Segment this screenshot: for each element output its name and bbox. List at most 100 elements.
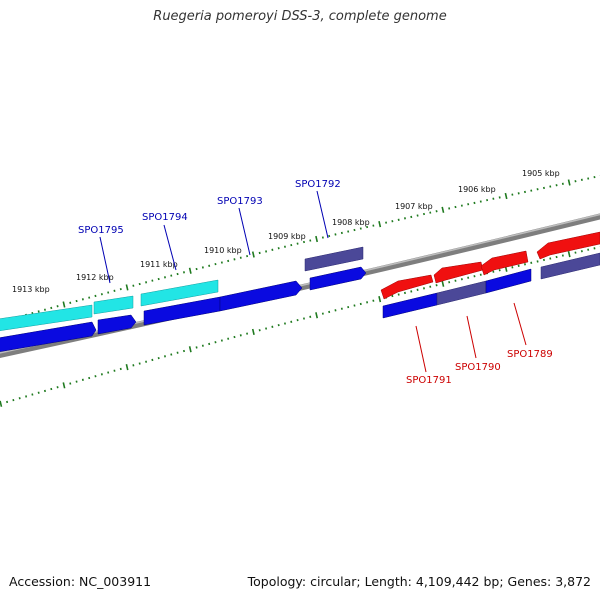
ruler-minor-tick	[50, 387, 53, 391]
ruler-minor-tick	[587, 248, 590, 251]
gene-feature-blue[interactable]	[382, 292, 438, 319]
ruler-major-tick	[62, 301, 66, 308]
ruler-minor-tick	[523, 263, 526, 266]
ruler-minor-tick	[574, 251, 577, 254]
ruler-minor-tick	[340, 231, 343, 235]
gene-feature-cyan[interactable]	[93, 295, 134, 315]
ruler-minor-tick	[549, 257, 552, 260]
gene-feature-blue[interactable]	[97, 314, 137, 335]
ruler-label-1913: 1913 kbp	[12, 285, 50, 294]
ruler-label-1911: 1911 kbp	[140, 260, 178, 269]
ruler-major-tick	[378, 221, 382, 228]
ruler-minor-tick	[195, 267, 198, 271]
ruler-minor-tick	[391, 220, 394, 223]
ruler-minor-tick	[454, 279, 457, 282]
ruler-minor-tick	[271, 325, 274, 328]
ruler-minor-tick	[574, 180, 577, 183]
ruler-minor-tick	[37, 310, 40, 313]
ruler-minor-tick	[587, 177, 590, 180]
ruler-minor-tick	[182, 271, 185, 274]
ruler-major-tick	[125, 284, 129, 291]
ruler-minor-tick	[271, 248, 274, 251]
ruler-major-tick	[125, 364, 129, 371]
ruler-minor-tick	[334, 309, 337, 312]
gene-feature-cyan[interactable]	[140, 279, 219, 307]
ruler-minor-tick	[397, 218, 400, 221]
ruler-minor-tick	[561, 182, 564, 185]
gene-feature-red[interactable]	[480, 250, 529, 276]
gene-feature-red[interactable]	[433, 261, 484, 284]
ruler-minor-tick	[18, 397, 21, 400]
ruler-minor-tick	[25, 395, 28, 398]
ruler-minor-tick	[227, 259, 230, 263]
ruler-minor-tick	[517, 264, 520, 267]
ruler-major-tick	[315, 312, 319, 319]
ruler-minor-tick	[69, 301, 72, 304]
ruler-minor-tick	[511, 193, 514, 196]
ruler-minor-tick	[410, 290, 413, 293]
gene-label-spo1789[interactable]: SPO1789	[507, 349, 553, 360]
gene-label-spo1790[interactable]: SPO1790	[455, 362, 501, 373]
gene-label-spo1793[interactable]: SPO1793	[217, 196, 263, 207]
ruler-minor-tick	[580, 178, 583, 181]
ruler-minor-tick	[75, 299, 78, 303]
ruler-minor-tick	[145, 360, 148, 363]
accession-text: Accession: NC_003911	[9, 574, 152, 589]
ruler-minor-tick	[283, 322, 286, 325]
gene-feature-blue[interactable]	[0, 321, 97, 352]
ruler-minor-tick	[479, 200, 482, 203]
ruler-major-tick	[378, 296, 382, 303]
gene-feature-slate[interactable]	[436, 280, 487, 306]
ruler-minor-tick	[448, 281, 451, 284]
ruler-minor-tick	[119, 287, 122, 291]
ruler-major-tick	[0, 400, 3, 407]
ruler-major-tick	[567, 179, 571, 186]
gene-feature-slate[interactable]	[540, 252, 600, 280]
ruler-minor-tick	[347, 230, 350, 233]
ruler-minor-tick	[138, 282, 141, 286]
ruler-minor-tick	[37, 391, 40, 394]
gene-label-spo1795[interactable]: SPO1795	[78, 225, 124, 236]
ruler-minor-tick	[302, 240, 305, 244]
ruler-minor-tick	[81, 298, 84, 301]
ruler-minor-tick	[372, 299, 375, 302]
gene-feature-blue[interactable]	[309, 266, 367, 291]
ruler-minor-tick	[145, 281, 148, 284]
ruler-minor-tick	[467, 276, 470, 279]
ruler-minor-tick	[555, 184, 558, 187]
ruler-minor-tick	[214, 262, 217, 266]
gene-label-spo1794[interactable]: SPO1794	[142, 212, 188, 223]
ruler-minor-tick	[157, 356, 160, 360]
ruler-major-tick	[251, 328, 255, 336]
gene-feature-red[interactable]	[536, 231, 600, 260]
ruler-minor-tick	[277, 247, 280, 250]
map-title: Ruegeria pomeroyi DSS-3, complete genome	[153, 9, 447, 24]
gene-label-spo1792[interactable]: SPO1792	[295, 179, 341, 190]
ruler-major-tick	[188, 267, 192, 274]
ruler-minor-tick	[536, 188, 539, 191]
ruler-minor-tick	[403, 217, 406, 220]
gene-leaders-top	[99, 190, 329, 284]
ruler-major-tick	[504, 192, 508, 200]
ruler-major-tick	[62, 382, 66, 389]
ruler-minor-tick	[328, 310, 331, 314]
ruler-minor-tick	[233, 258, 236, 261]
gene-feature-slate[interactable]	[304, 246, 364, 272]
ruler-minor-tick	[43, 308, 46, 311]
ruler-label-1908: 1908 kbp	[332, 218, 370, 227]
gene-feature-red[interactable]	[380, 274, 434, 300]
ruler-minor-tick	[163, 276, 166, 279]
gene-feature-blue[interactable]	[219, 280, 303, 312]
ruler-minor-tick	[88, 296, 91, 299]
ruler-minor-tick	[296, 242, 299, 245]
ruler-minor-tick	[435, 210, 438, 213]
ruler-minor-tick	[50, 306, 53, 310]
ruler-inner	[0, 245, 600, 407]
ruler-minor-tick	[593, 175, 596, 179]
ruler-minor-tick	[416, 214, 419, 217]
ruler-minor-tick	[359, 302, 362, 306]
ruler-minor-tick	[530, 189, 533, 192]
gene-feature-blue[interactable]	[485, 268, 532, 294]
gene-feature-cyan[interactable]	[0, 304, 93, 331]
gene-label-spo1791[interactable]: SPO1791	[406, 375, 452, 386]
